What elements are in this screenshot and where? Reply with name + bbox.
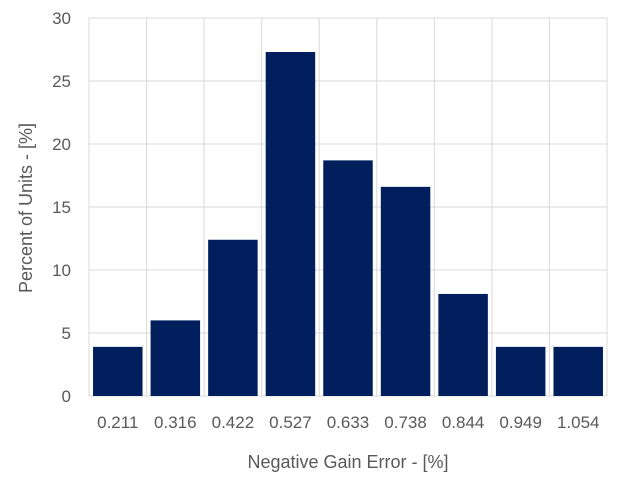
bar-0.738: [380, 186, 431, 396]
bar-0.211: [93, 346, 143, 396]
x-tick-label: 0.738: [384, 413, 427, 432]
y-tick-label: 0: [62, 387, 71, 406]
bar-0.633: [323, 160, 373, 396]
x-tick-label: 0.422: [212, 413, 255, 432]
y-tick-label: 25: [52, 72, 71, 91]
y-tick-label: 15: [52, 198, 71, 217]
x-tick-label: 0.844: [442, 413, 485, 432]
x-tick-label: 0.633: [327, 413, 370, 432]
x-axis-title: Negative Gain Error - [%]: [247, 452, 448, 472]
bar-0.527: [265, 52, 316, 397]
y-axis-ticks: 0 5 10 15 20 25 30: [52, 9, 71, 406]
x-tick-label: 0.211: [97, 413, 138, 432]
bar-1.054: [553, 346, 603, 396]
grid-lines: [88, 17, 608, 397]
y-tick-label: 10: [52, 261, 71, 280]
bars: [93, 52, 603, 397]
y-tick-label: 30: [52, 9, 71, 28]
bar-0.844: [438, 293, 488, 396]
y-axis-title: Percent of Units - [%]: [16, 123, 36, 293]
bar-0.316: [150, 320, 201, 396]
x-tick-label: 1.054: [557, 413, 600, 432]
bar-0.422: [208, 239, 258, 396]
y-tick-label: 5: [62, 324, 71, 343]
bar-0.949: [495, 346, 546, 396]
x-tick-label: 0.949: [499, 413, 542, 432]
x-axis-ticks: 0.211 0.316 0.422 0.527 0.633 0.738 0.844 0.949…: [97, 413, 599, 432]
x-tick-label: 0.527: [269, 413, 312, 432]
x-tick-label: 0.316: [154, 413, 197, 432]
y-tick-label: 20: [52, 135, 71, 154]
